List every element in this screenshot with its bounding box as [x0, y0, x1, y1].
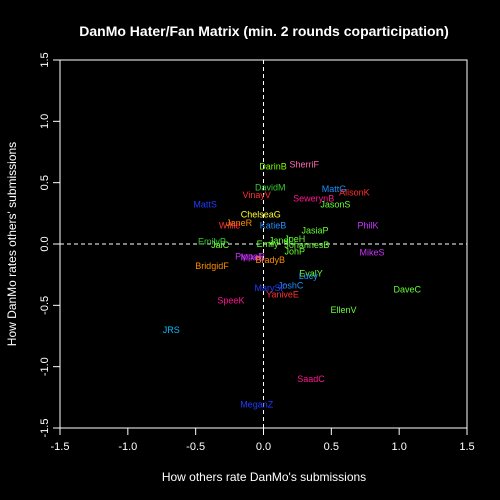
y-tick-label: 1.5 — [39, 52, 51, 67]
x-tick-label: 1.5 — [459, 441, 474, 453]
data-point-label: YaniveE — [266, 289, 299, 299]
data-point-label: ChelseaG — [241, 210, 281, 220]
data-point-label: JoeH — [284, 234, 305, 244]
data-point-label: JaneR — [226, 218, 253, 228]
x-tick-label: 0.5 — [324, 441, 339, 453]
data-point-label: MattG — [322, 184, 347, 194]
data-point-label: JasonS — [320, 200, 350, 210]
data-point-label: BridgidF — [195, 261, 229, 271]
y-tick-label: 0.0 — [39, 236, 51, 251]
data-point-label: JasiaP — [302, 226, 329, 236]
data-point-label: MeganZ — [240, 400, 274, 410]
data-point-label: PhilK — [357, 221, 378, 231]
data-point-label: JohP — [284, 246, 305, 256]
y-tick-label: 0.5 — [39, 175, 51, 190]
data-point-label: Willie — [219, 221, 241, 231]
data-point-label: JohannesB — [284, 240, 329, 250]
data-point-label: Emily — [257, 239, 279, 249]
data-point-label: DavidM — [255, 183, 286, 193]
x-tick-label: -1.5 — [51, 441, 70, 453]
data-point-label: AlisonK — [339, 187, 370, 197]
y-axis: -1.5 -1.0 -0.5 0.0 0.5 1.0 1.5 — [39, 52, 61, 438]
data-point-label: EvalY — [299, 268, 323, 278]
data-point-label: MikeS — [360, 248, 385, 258]
data-point-label: BradyB — [256, 255, 286, 265]
x-axis-label: How others rate DanMo's submissions — [162, 470, 366, 484]
data-point-label: SherriF — [289, 159, 319, 169]
data-point-label: Lucy — [299, 271, 319, 281]
data-point-label: DaveC — [394, 284, 422, 294]
data-point-label: MikeL — [241, 252, 265, 262]
data-point-label: SaadC — [297, 374, 325, 384]
x-tick-label: 1.0 — [392, 441, 407, 453]
data-point-label: EllenV — [331, 305, 357, 315]
x-tick-label: -1.0 — [118, 441, 137, 453]
data-point-label: JaneL — [269, 235, 294, 245]
data-point-label: JaiC — [211, 240, 230, 250]
data-point-label: MarySF — [255, 283, 287, 293]
data-point-label: MattS — [193, 200, 217, 210]
x-axis: -1.5 -1.0 -0.5 0.0 0.5 1.0 1.5 — [51, 427, 475, 453]
y-tick-label: -0.5 — [39, 296, 51, 315]
chart-title: DanMo Hater/Fan Matrix (min. 2 rounds co… — [79, 23, 448, 39]
y-tick-label: -1.5 — [39, 419, 51, 438]
y-axis-label: How DanMo rates others' submissions — [5, 142, 19, 346]
data-point-label: JRS — [163, 325, 180, 335]
y-tick-label: 1.0 — [39, 114, 51, 129]
data-point-label: PippaR — [235, 251, 265, 261]
data-point-label: SpeeK — [217, 295, 244, 305]
data-point-label: DarinB — [259, 162, 287, 172]
data-point-label: KatieB — [260, 221, 287, 231]
data-point-label: VinayV — [243, 190, 271, 200]
x-tick-label: -0.5 — [186, 441, 205, 453]
data-point-label: SewerynB — [293, 194, 334, 204]
y-tick-label: -1.0 — [39, 357, 51, 376]
x-tick-label: 0.0 — [256, 441, 271, 453]
data-point-label: EmilyP — [198, 237, 226, 247]
data-point-label: JoshC — [278, 281, 304, 291]
